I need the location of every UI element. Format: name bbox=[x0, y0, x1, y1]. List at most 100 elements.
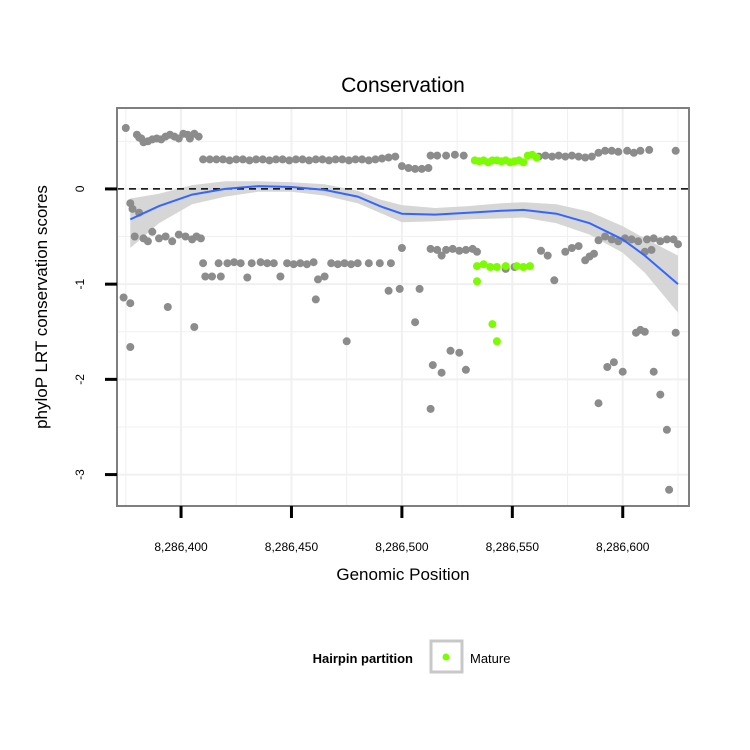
data-point-other bbox=[327, 259, 336, 268]
data-point-other bbox=[397, 244, 406, 252]
data-point-other bbox=[126, 299, 135, 308]
smooth-line bbox=[129, 185, 679, 285]
data-point-other bbox=[455, 246, 464, 255]
data-point-other bbox=[662, 425, 671, 434]
data-point-other bbox=[143, 237, 152, 246]
data-point-other bbox=[543, 251, 552, 260]
data-point-other bbox=[148, 227, 157, 236]
data-point-other bbox=[318, 155, 327, 164]
data-point-other bbox=[232, 155, 241, 164]
data-point-other bbox=[247, 259, 256, 268]
data-point-other bbox=[554, 151, 563, 160]
data-point-other bbox=[473, 247, 481, 256]
data-point-other bbox=[461, 365, 470, 374]
data-point-other bbox=[647, 245, 656, 254]
data-point-mature bbox=[492, 337, 501, 346]
data-point-other bbox=[442, 245, 451, 254]
data-point-mature bbox=[473, 262, 481, 271]
data-point-other bbox=[230, 258, 239, 267]
data-point-other bbox=[205, 155, 214, 164]
data-point-other bbox=[128, 204, 137, 213]
data-point-other bbox=[265, 156, 274, 165]
data-point-other bbox=[375, 259, 384, 268]
data-point-other bbox=[634, 237, 643, 246]
data-point-other bbox=[214, 259, 223, 268]
data-point-other bbox=[426, 404, 435, 413]
data-point-other bbox=[541, 151, 550, 160]
data-point-other bbox=[424, 164, 433, 172]
data-point-other bbox=[665, 485, 674, 494]
data-point-other bbox=[314, 275, 322, 284]
data-point-other bbox=[219, 155, 227, 164]
data-point-other bbox=[302, 260, 311, 269]
data-point-other bbox=[649, 367, 658, 376]
data-point-other bbox=[311, 295, 320, 304]
data-point-other bbox=[391, 152, 400, 161]
data-point-other bbox=[225, 156, 234, 165]
data-point-other bbox=[320, 272, 329, 281]
data-point-other bbox=[417, 164, 426, 173]
data-point-other bbox=[208, 272, 216, 281]
y-tick-label: -3 bbox=[73, 469, 87, 480]
data-point-other bbox=[174, 230, 183, 239]
data-point-other bbox=[358, 155, 367, 164]
x-tick-label: 8,286,450 bbox=[265, 540, 319, 554]
data-point-mature bbox=[488, 320, 497, 329]
data-point-other bbox=[561, 247, 570, 256]
data-point-other bbox=[236, 259, 245, 268]
data-point-mature bbox=[501, 262, 510, 271]
data-point-other bbox=[442, 151, 451, 160]
data-point-other bbox=[550, 276, 559, 285]
data-point-other bbox=[272, 155, 280, 164]
data-point-other bbox=[428, 361, 437, 370]
data-point-other bbox=[537, 246, 545, 255]
data-point-mature bbox=[519, 263, 528, 271]
y-tick-label: 0 bbox=[73, 185, 87, 192]
data-point-mature bbox=[512, 262, 521, 271]
data-point-other bbox=[331, 155, 340, 164]
data-point-other bbox=[433, 245, 442, 254]
data-point-other bbox=[168, 237, 177, 246]
data-point-other bbox=[199, 155, 208, 164]
data-point-other bbox=[590, 249, 598, 258]
data-point-other bbox=[671, 328, 680, 337]
x-axis-title: Genomic Position bbox=[336, 565, 469, 584]
data-point-other bbox=[643, 235, 651, 244]
data-point-mature bbox=[492, 263, 501, 271]
data-point-other bbox=[459, 151, 468, 160]
confidence-band-group bbox=[130, 181, 679, 313]
data-point-other bbox=[163, 303, 172, 311]
legend-title: Hairpin partition bbox=[313, 651, 413, 666]
data-point-other bbox=[397, 162, 406, 171]
data-point-mature bbox=[473, 277, 481, 286]
data-point-other bbox=[364, 259, 373, 268]
data-point-other bbox=[238, 155, 247, 164]
data-point-mature bbox=[519, 158, 528, 167]
data-point-other bbox=[305, 156, 314, 165]
x-tick-label: 8,286,600 bbox=[596, 540, 650, 554]
data-point-other bbox=[433, 151, 442, 160]
data-point-other bbox=[269, 259, 278, 268]
data-point-other bbox=[587, 152, 596, 161]
smooth-line-group bbox=[129, 185, 679, 285]
data-point-other bbox=[640, 327, 649, 336]
data-point-other bbox=[201, 272, 210, 281]
grid-lines bbox=[117, 108, 689, 506]
data-point-other bbox=[450, 150, 459, 159]
data-point-other bbox=[181, 232, 190, 241]
data-point-other bbox=[243, 273, 252, 282]
y-tick-label: -1 bbox=[73, 278, 87, 289]
data-point-other bbox=[216, 272, 225, 281]
data-point-other bbox=[276, 272, 285, 281]
data-point-mature bbox=[486, 263, 495, 271]
data-point-other bbox=[656, 237, 665, 246]
data-point-other bbox=[455, 348, 464, 357]
data-point-other bbox=[548, 152, 557, 161]
data-point-other bbox=[411, 164, 420, 173]
data-point-other bbox=[614, 147, 623, 156]
data-point-other bbox=[190, 323, 199, 331]
legend: Hairpin partition Mature bbox=[313, 639, 510, 674]
data-point-other bbox=[594, 236, 603, 245]
data-point-other bbox=[384, 286, 393, 295]
